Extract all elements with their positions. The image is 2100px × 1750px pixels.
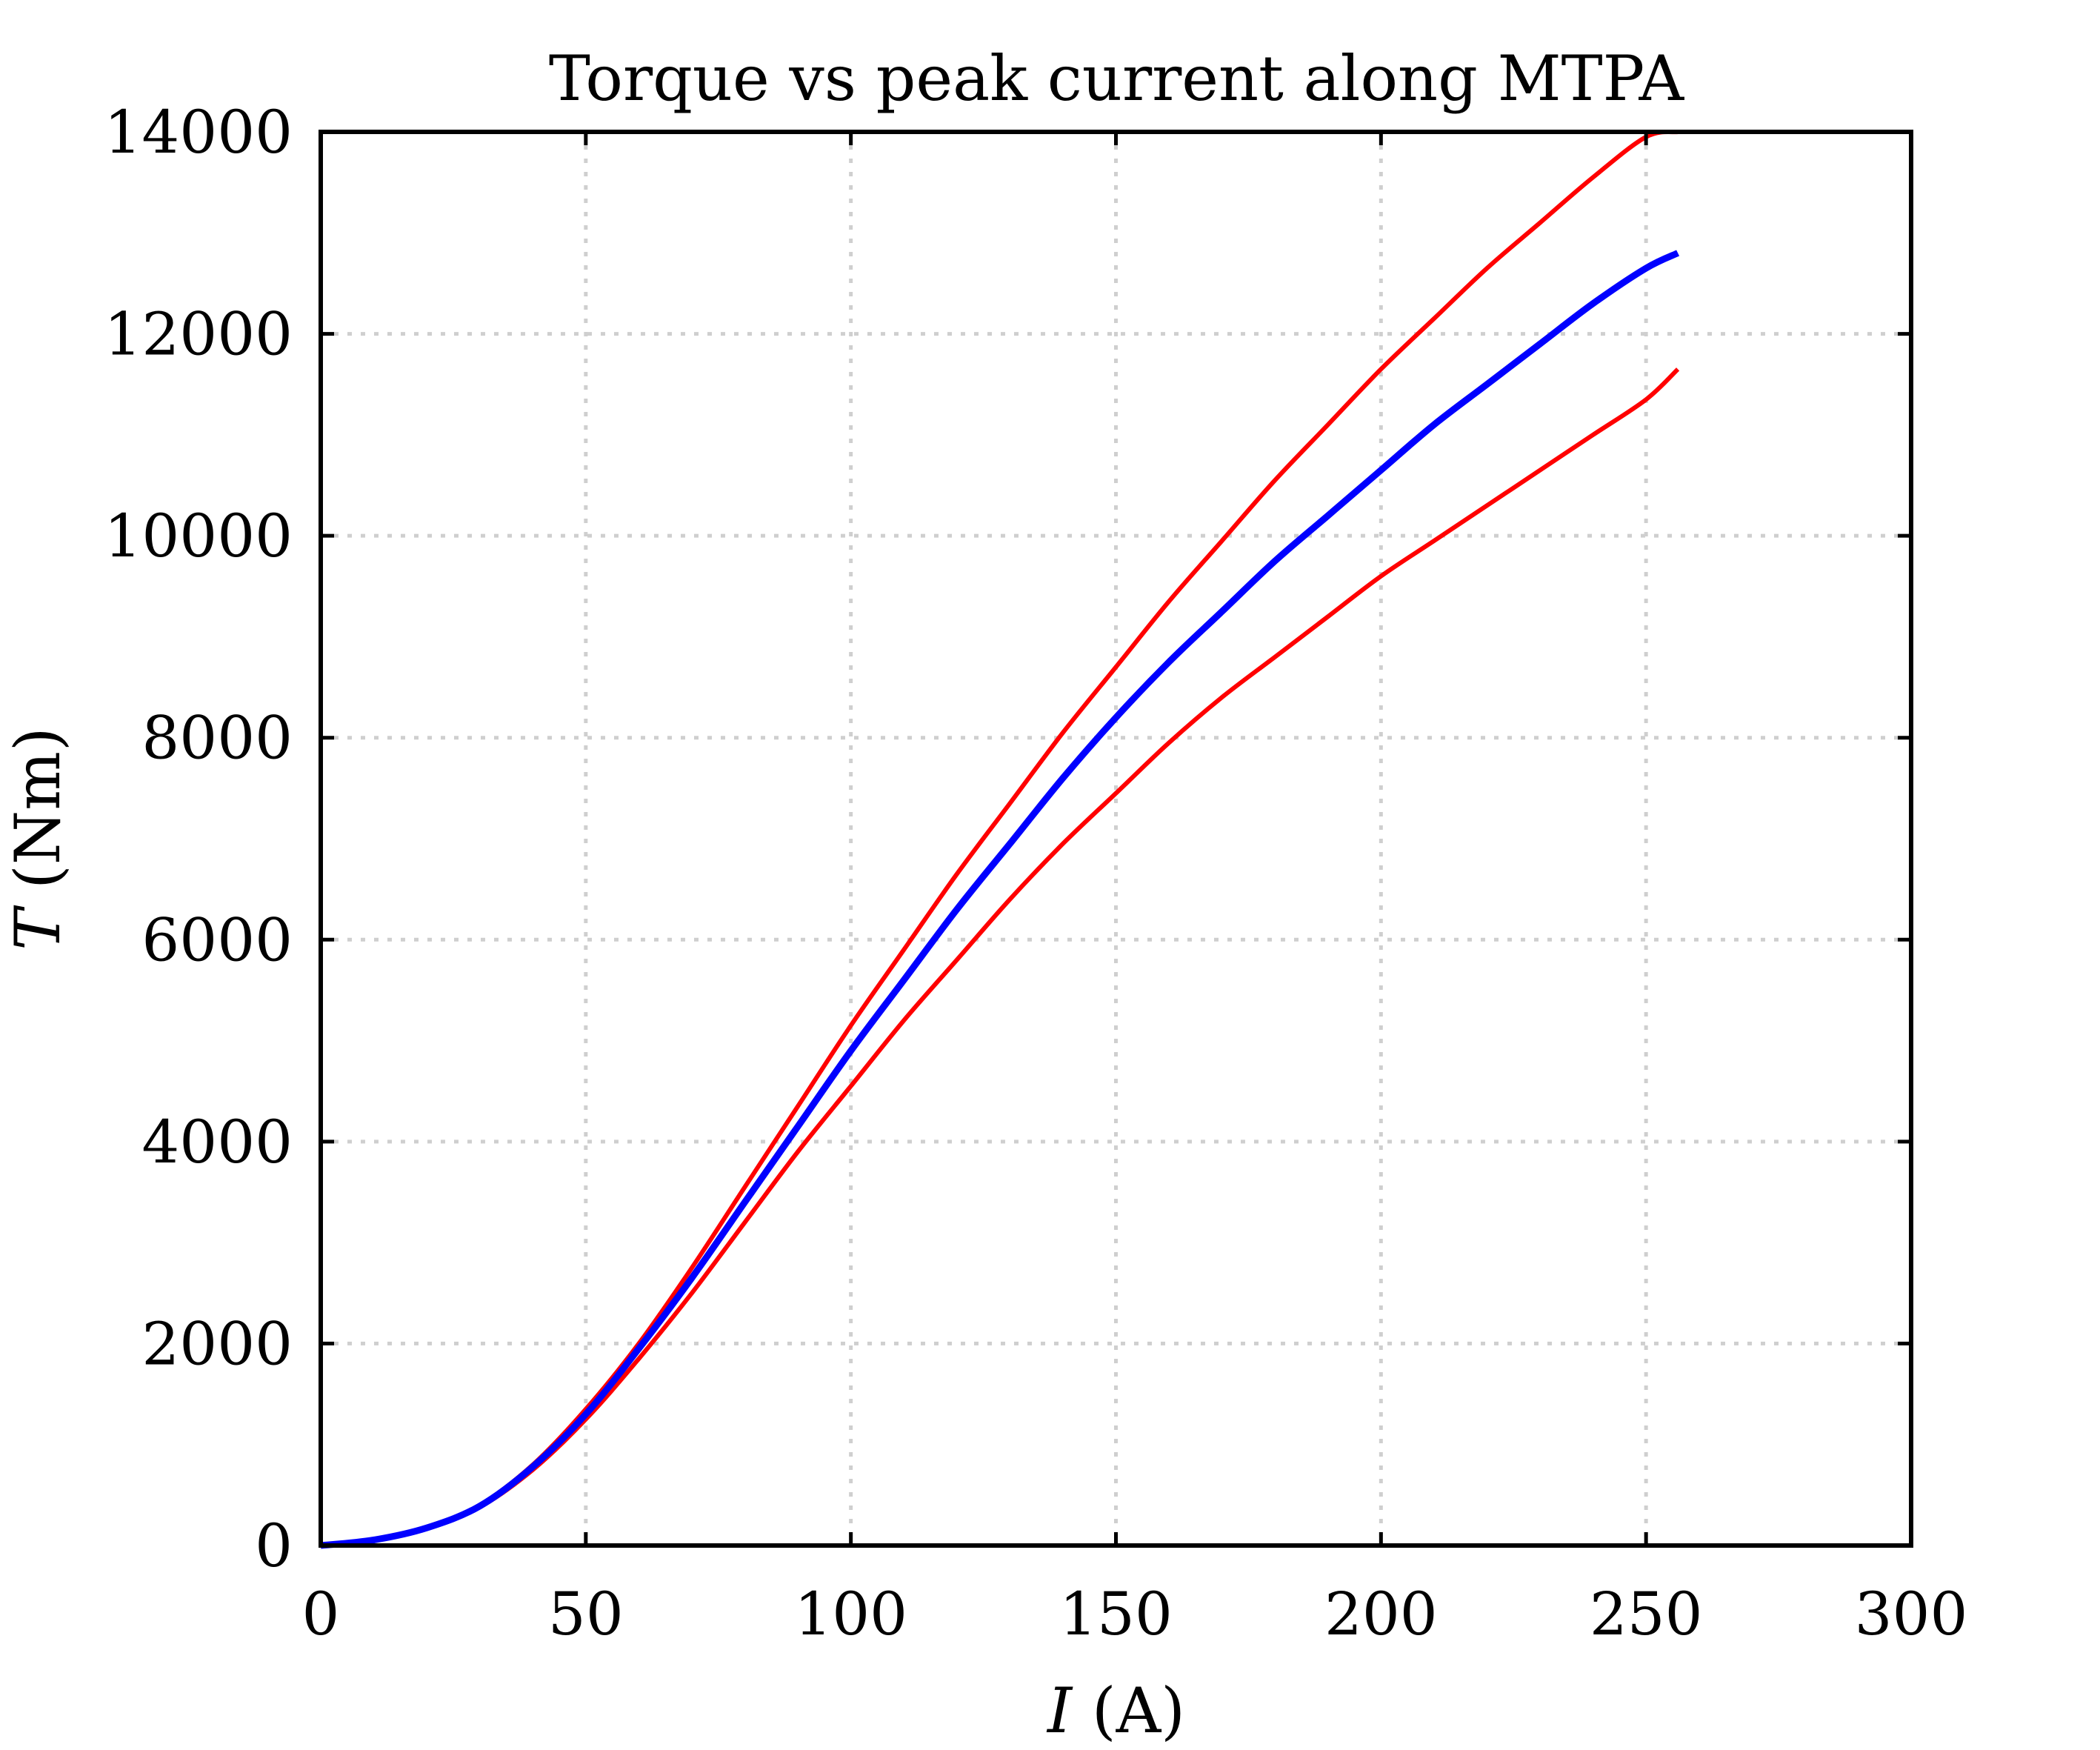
x-tick-label: 100 — [794, 1580, 907, 1648]
y-axis-label: T (Nm) — [1, 727, 74, 950]
x-tick-label: 50 — [548, 1580, 624, 1648]
x-tick-label: 0 — [302, 1580, 340, 1648]
y-tick-label: 14000 — [104, 98, 293, 167]
y-tick-label: 0 — [255, 1511, 293, 1580]
y-tick-label: 12000 — [104, 300, 293, 369]
grid — [321, 132, 1911, 1546]
y-tick-labels: 0 2000 4000 6000 8000 10000 12000 14000 — [104, 98, 293, 1580]
y-tick-label: 4000 — [141, 1108, 293, 1177]
x-tick-label: 250 — [1590, 1580, 1703, 1648]
x-axis-unit: (A) — [1072, 1674, 1185, 1747]
y-axis-variable: T — [1, 905, 74, 951]
y-tick-label: 8000 — [141, 704, 293, 773]
x-tick-label: 200 — [1324, 1580, 1438, 1648]
y-tick-label: 10000 — [104, 502, 293, 570]
series-line-blue — [320, 250, 1680, 1549]
x-tick-label: 300 — [1855, 1580, 1968, 1648]
x-axis-variable: I — [1046, 1674, 1073, 1747]
series-group — [320, 129, 1680, 1549]
x-tick-label: 150 — [1059, 1580, 1173, 1648]
ticks — [319, 130, 1913, 1548]
y-tick-label: 6000 — [141, 905, 293, 974]
x-tick-labels: 0 50 100 150 200 250 300 — [302, 1580, 1968, 1648]
x-axis-label: I (A) — [1046, 1674, 1185, 1747]
chart-title: Torque vs peak current along MTPA — [549, 42, 1685, 115]
y-axis-unit: (Nm) — [1, 727, 74, 908]
y-tick-label: 2000 — [141, 1309, 293, 1378]
